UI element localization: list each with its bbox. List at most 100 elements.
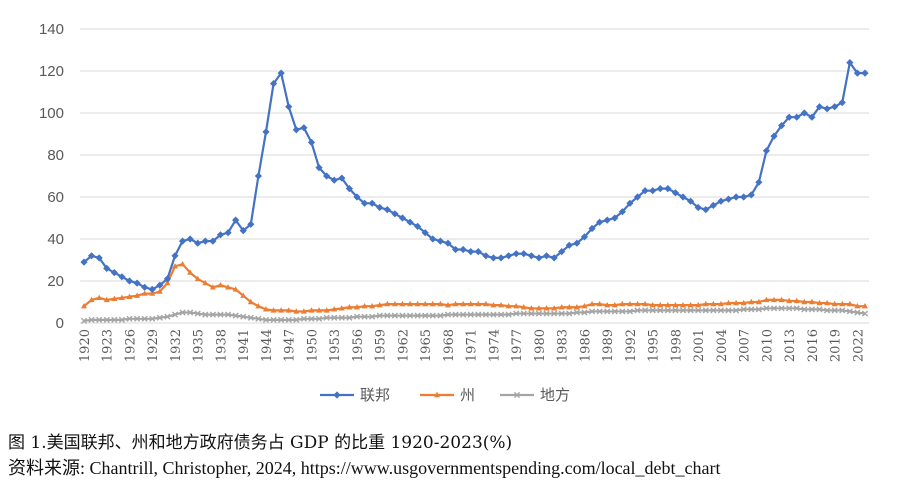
data-point [315,315,323,322]
data-point [717,300,724,307]
data-point [695,301,702,308]
y-tick-label: 40 [47,231,64,248]
x-tick-label: 2004 [715,329,730,362]
data-point [862,303,868,309]
data-point [573,239,581,247]
data-point [542,252,551,260]
data-point [300,308,307,314]
data-point [422,312,429,319]
data-point [588,308,596,315]
data-point [581,303,588,309]
data-point [384,312,391,319]
series-triangle [81,261,868,314]
data-point [634,300,641,307]
data-point [801,298,808,305]
data-point [831,103,839,111]
data-point [543,310,550,317]
data-point [460,311,467,318]
data-point [786,305,793,312]
data-point [717,307,725,314]
data-point [444,239,452,247]
data-point [671,189,680,197]
data-point [793,305,800,312]
data-point [133,315,141,322]
data-point [604,301,611,308]
data-point [216,231,225,239]
data-point [323,307,330,313]
x-tick-label: 2001 [692,329,707,362]
data-point [118,294,125,300]
data-point [194,239,202,247]
data-point [513,310,520,317]
series-line [83,61,865,291]
data-point [171,311,179,318]
data-point [399,300,406,307]
data-point [808,113,816,121]
data-point [333,391,341,399]
y-tick-label: 20 [47,273,64,290]
data-point [535,305,542,311]
data-point [217,282,224,288]
data-point [763,296,770,303]
data-point [269,80,278,88]
x-tick-label: 1932 [169,329,184,362]
data-point [558,248,566,256]
data-point [232,286,239,292]
data-point [293,308,300,314]
data-point [285,316,292,323]
data-point [398,214,407,222]
data-point [474,248,482,256]
data-point [171,263,178,269]
data-point [232,216,240,224]
data-point [316,307,323,313]
data-point [800,109,808,117]
series-x [80,305,869,324]
data-point [861,310,869,317]
series-group [80,59,869,324]
data-point [103,316,110,323]
data-point [619,300,626,307]
data-point [361,303,368,309]
legend-item: 地方 [500,386,570,404]
data-point [88,316,95,323]
data-point [376,301,383,308]
data-point [793,113,801,121]
data-point [747,191,755,199]
data-point [209,237,217,245]
data-point [141,290,148,296]
y-tick-label: 100 [39,105,64,122]
data-point [429,312,436,319]
data-point [118,316,126,323]
y-axis-ticks: 0 20 40 60 80 100 120 140 [39,21,64,332]
data-point [369,313,376,320]
data-point [467,300,474,307]
data-point [527,252,535,260]
data-point [815,103,824,111]
data-point [642,300,649,307]
data-point [187,309,194,316]
data-point [619,308,626,315]
data-point [641,187,649,195]
x-tick-label: 1986 [578,329,593,362]
x-tick-label: 1959 [374,329,389,362]
data-point [679,307,687,314]
data-point [846,300,853,307]
data-point [414,300,421,307]
data-point [687,307,694,314]
data-point [209,284,216,290]
x-tick-label: 1983 [556,329,571,362]
data-point [475,311,482,318]
data-point [407,300,414,307]
data-point [126,315,133,322]
x-tick-label: 1992 [624,329,639,362]
x-tick-label: 1980 [533,329,548,362]
data-point [793,297,800,304]
data-point [649,307,656,314]
data-point [164,279,171,286]
data-point [262,316,270,323]
x-axis-ticks: 1920 1923 1926 1929 1932 1935 1938 1941 1944 1947… [78,329,866,362]
data-point [110,269,118,277]
data-point [618,208,626,216]
data-point [103,264,111,272]
